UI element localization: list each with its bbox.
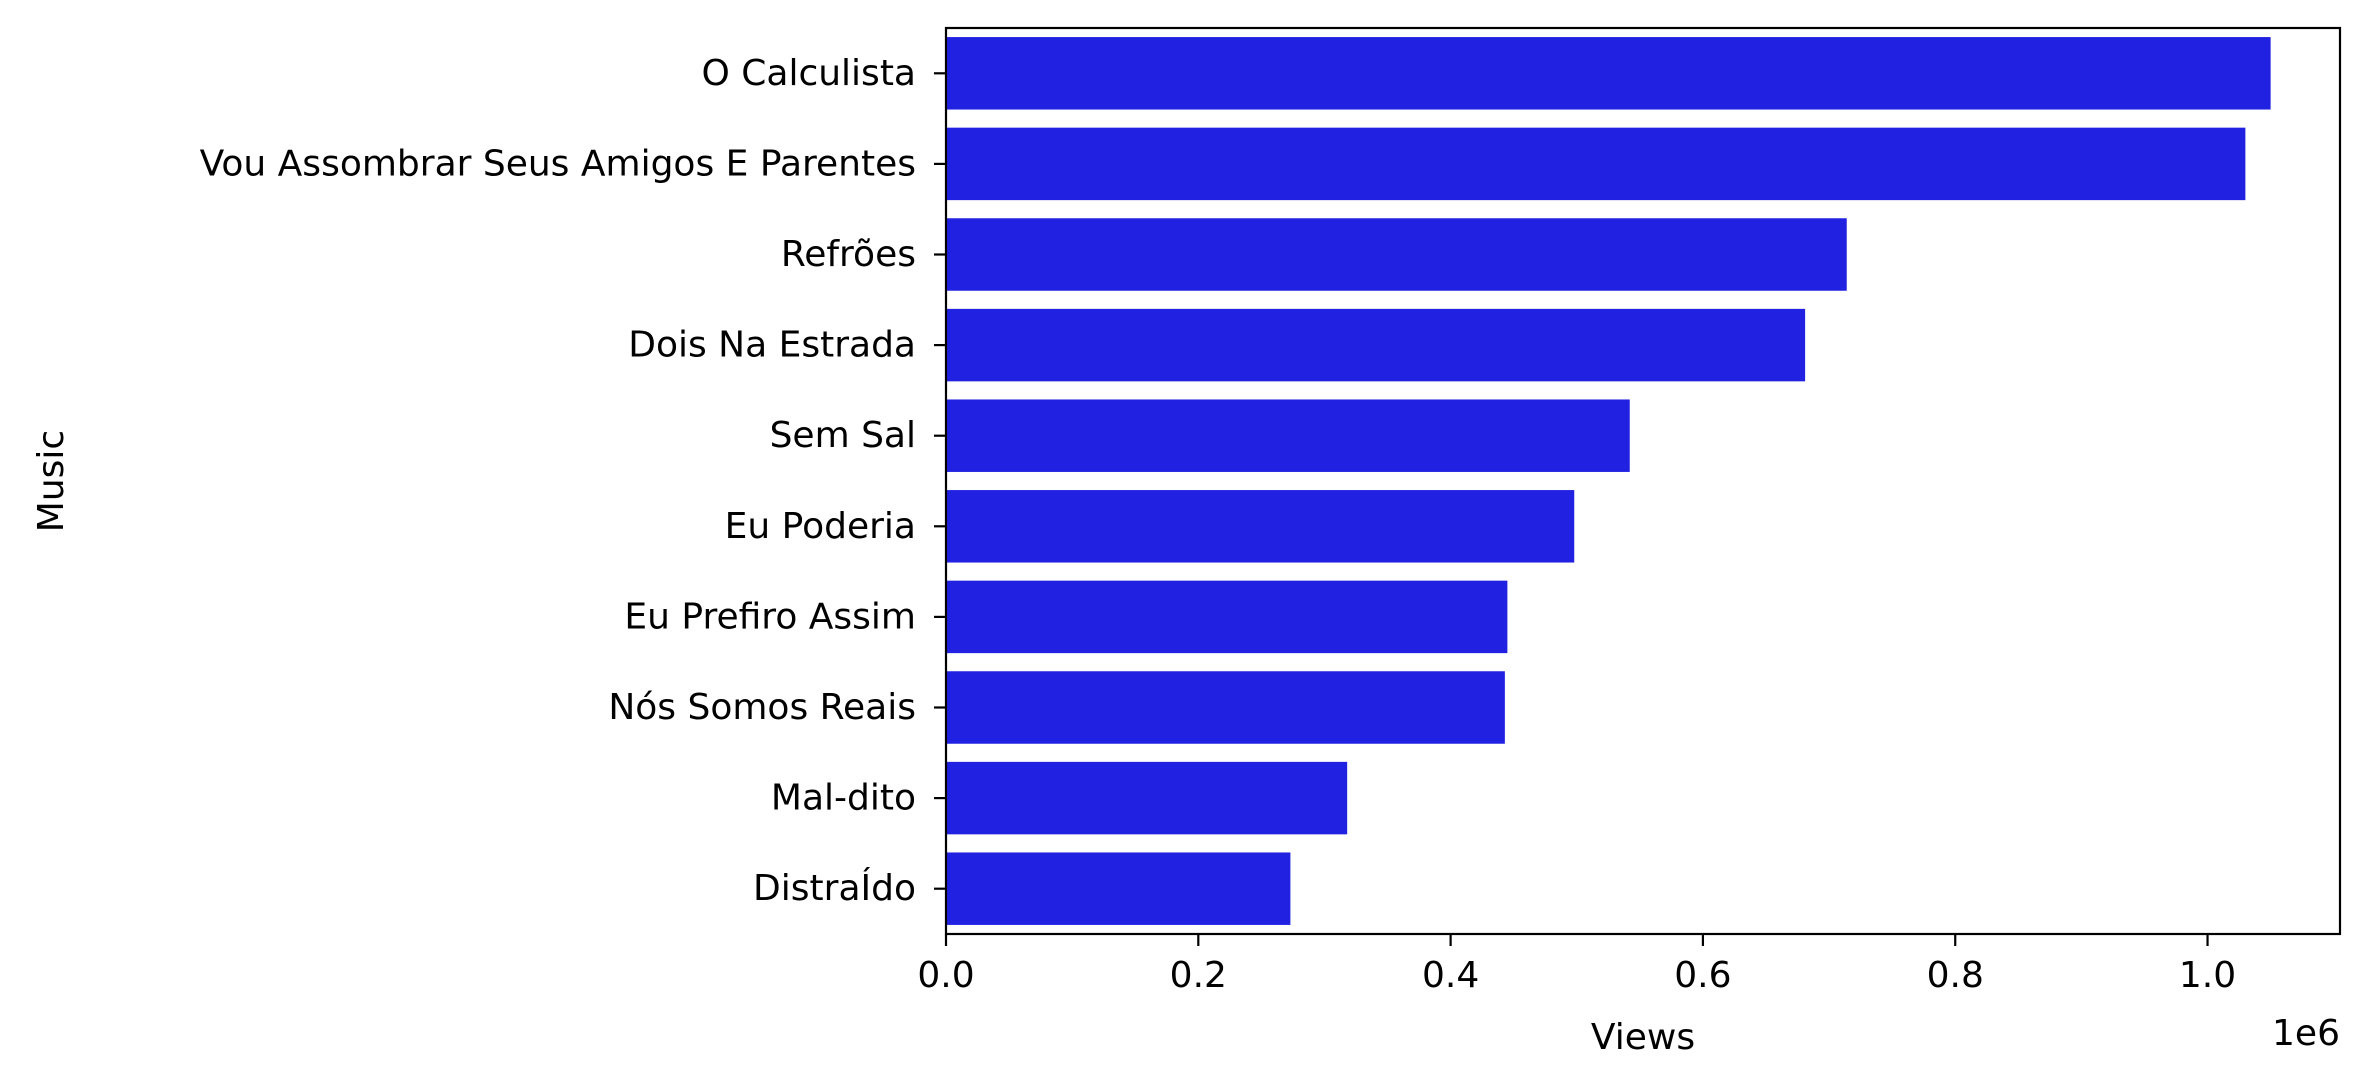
bar: [946, 308, 1806, 382]
bar: [946, 580, 1508, 654]
y-tick-label: Vou Assombrar Seus Amigos E Parentes: [200, 143, 916, 184]
bar: [946, 671, 1505, 744]
bar: [946, 127, 2246, 201]
x-tick-label: 1.0: [2179, 955, 2236, 996]
bar: [946, 399, 1630, 472]
bars-group: [946, 37, 2271, 925]
bar: [946, 218, 1847, 291]
x-axis-offset-text: 1e6: [2272, 1013, 2340, 1054]
x-axis-label: Views: [1591, 1017, 1695, 1058]
y-axis-label: Music: [31, 430, 72, 532]
y-tick-label: Eu Prefiro Assim: [624, 596, 916, 637]
x-tick-label: 0.4: [1422, 955, 1479, 996]
plot-frame: [944, 26, 2342, 936]
x-axis-ticks: 0.0 0.2 0.4 0.6 0.8 1.0: [917, 934, 2236, 996]
y-tick-label: Refrões: [781, 234, 916, 275]
y-tick-label: Mal-dito: [771, 778, 916, 819]
y-tick-label: DistraÍdo: [753, 867, 916, 909]
bar: [946, 37, 2271, 110]
x-tick-label: 0.2: [1170, 955, 1227, 996]
bar: [946, 852, 1291, 925]
y-tick-label: Dois Na Estrada: [628, 325, 916, 366]
y-tick-label: Nós Somos Reais: [608, 687, 916, 728]
y-axis-ticks: O Calculista Vou Assombrar Seus Amigos E …: [200, 53, 946, 909]
y-tick-label: Eu Poderia: [725, 506, 916, 547]
x-tick-label: 0.6: [1674, 955, 1731, 996]
bar: [946, 490, 1575, 563]
y-tick-label: Sem Sal: [770, 415, 916, 456]
y-tick-label: O Calculista: [701, 53, 916, 94]
x-tick-label: 0.0: [917, 955, 974, 996]
x-tick-label: 0.8: [1927, 955, 1984, 996]
bar: [946, 761, 1348, 835]
